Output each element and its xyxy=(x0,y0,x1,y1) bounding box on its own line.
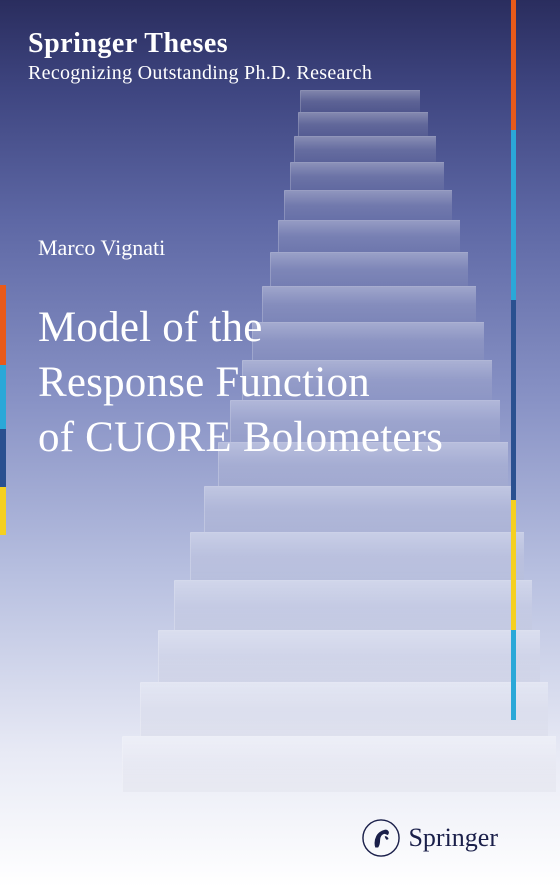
title-line-3: of CUORE Bolometers xyxy=(38,410,443,465)
left-bar-segment xyxy=(0,487,6,535)
book-title: Model of the Response Function of CUORE … xyxy=(38,300,443,465)
stair-step xyxy=(270,252,468,286)
author-name: Marco Vignati xyxy=(38,235,165,261)
publisher-name: Springer xyxy=(408,823,498,853)
title-line-2: Response Function xyxy=(38,355,443,410)
stair-step xyxy=(174,580,532,630)
left-bar-segment xyxy=(0,365,6,429)
stair-step xyxy=(298,112,428,136)
book-cover: Springer Theses Recognizing Outstanding … xyxy=(0,0,560,887)
stair-step xyxy=(140,682,548,736)
title-line-1: Model of the xyxy=(38,300,443,355)
right-bar-segment xyxy=(511,630,516,720)
stair-step xyxy=(290,162,444,190)
series-subtitle: Recognizing Outstanding Ph.D. Research xyxy=(28,62,372,85)
stair-step xyxy=(278,220,460,252)
stair-step xyxy=(158,630,540,682)
stair-step xyxy=(284,190,452,220)
stair-step xyxy=(122,736,556,792)
left-bar-segment xyxy=(0,285,6,365)
right-bar-segment xyxy=(511,0,516,130)
right-bar-segment xyxy=(511,500,516,630)
publisher-block: Springer xyxy=(362,819,498,857)
stair-step xyxy=(190,532,524,580)
stair-step xyxy=(294,136,436,162)
stair-step xyxy=(204,486,516,532)
stair-step xyxy=(300,90,420,112)
springer-horse-icon xyxy=(362,819,400,857)
left-bar-segment xyxy=(0,429,6,487)
right-bar-segment xyxy=(511,300,516,500)
series-title: Springer Theses xyxy=(28,28,228,60)
right-bar-segment xyxy=(511,130,516,300)
